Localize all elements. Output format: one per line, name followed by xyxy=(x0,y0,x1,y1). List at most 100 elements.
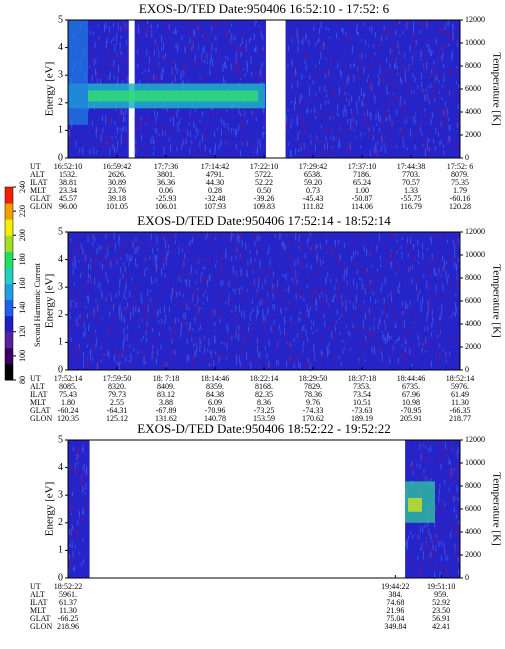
spectrum-speck xyxy=(122,69,124,74)
spectrum-speck xyxy=(386,116,388,121)
spectrum-speck xyxy=(428,447,430,453)
spectrum-speck xyxy=(457,473,459,481)
orbit-value: 75.35 xyxy=(451,178,469,187)
spectrum-speck xyxy=(386,109,388,115)
spectrum-speck xyxy=(213,254,215,259)
spectrum-speck xyxy=(322,110,324,118)
spectrum-speck xyxy=(342,109,344,118)
spectrum-speck xyxy=(84,248,86,254)
spectrum-speck xyxy=(361,99,363,107)
spectrum-speck xyxy=(268,301,270,308)
spectrum-speck xyxy=(309,134,311,138)
orbit-value: 70.57 xyxy=(402,178,420,187)
spectrum-speck xyxy=(75,141,77,148)
y2-tick-label: 8000 xyxy=(465,61,481,70)
spectrum-speck xyxy=(336,26,338,29)
spectrum-speck xyxy=(456,281,458,290)
spectrum-speck xyxy=(199,147,201,155)
spectrum-speck xyxy=(257,68,259,71)
spectrum-speck xyxy=(92,147,94,155)
spectrum-speck xyxy=(106,295,108,298)
spectrum-speck xyxy=(367,105,369,110)
spectrum-speck xyxy=(348,74,350,80)
spectrum-speck xyxy=(409,531,411,535)
y2-tick-label: 0 xyxy=(465,573,469,582)
spectrum-speck xyxy=(234,349,236,357)
spectrum-speck xyxy=(363,94,365,99)
orbit-value: 45.57 xyxy=(59,194,77,203)
spectrum-speck xyxy=(452,35,454,41)
spectrum-speck xyxy=(291,277,293,282)
spectrum-speck xyxy=(154,350,156,356)
spectrum-speck xyxy=(183,139,185,146)
spectrum-speck xyxy=(415,284,417,292)
spectrum-speck xyxy=(434,76,436,83)
spectrum-speck xyxy=(95,330,97,337)
spectrum-speck xyxy=(385,115,387,119)
spectrum-speck xyxy=(404,100,406,105)
spectrum-speck xyxy=(458,545,460,551)
spectrum-speck xyxy=(245,40,247,49)
y-tick-label: 4 xyxy=(58,462,63,473)
orbit-row-label: GLON xyxy=(30,202,52,211)
spectrum-speck xyxy=(321,147,323,154)
spectrum-speck xyxy=(321,351,323,355)
spectrum-speck xyxy=(214,66,216,73)
spectrum-speck xyxy=(389,52,391,56)
spectrum-speck xyxy=(123,327,125,335)
spectrum-speck xyxy=(297,257,299,265)
spectrum-speck xyxy=(303,149,305,155)
spectrum-speck xyxy=(200,62,202,65)
orbit-value: 1.79 xyxy=(453,186,467,195)
spectrum-speck xyxy=(438,495,440,503)
spectrum-speck xyxy=(393,93,395,96)
spectrum-speck xyxy=(451,494,453,502)
spectrum-speck xyxy=(119,278,121,285)
spectrum-speck xyxy=(369,149,371,157)
spectrum-speck xyxy=(357,249,359,255)
spectrum-speck xyxy=(301,232,303,236)
spectrum-speck xyxy=(436,477,438,480)
spectrum-speck xyxy=(184,279,186,284)
spectrum-speck xyxy=(330,71,332,76)
spectrum-speck xyxy=(398,289,400,294)
orbit-value: 8168. xyxy=(255,382,273,391)
spectrum-speck xyxy=(253,150,255,153)
spectrum-speck xyxy=(209,71,211,76)
spectrum-speck xyxy=(123,22,125,31)
spectrum-speck xyxy=(94,234,96,240)
spectrum-speck xyxy=(122,314,124,318)
spectrum-speck xyxy=(304,125,306,129)
spectrum-speck xyxy=(143,329,145,334)
spectrum-speck xyxy=(397,357,399,364)
spectrum-speck xyxy=(82,133,84,141)
spectrum-speck xyxy=(331,299,333,303)
spectrum-speck xyxy=(425,350,427,353)
spectrum-speck xyxy=(327,247,329,254)
spectrum-speck xyxy=(356,309,358,314)
spectrum-speck xyxy=(426,57,428,65)
spectrum-speck xyxy=(94,237,96,242)
spectrum-speck xyxy=(441,46,443,54)
spectrum-speck xyxy=(254,258,256,262)
spectrum-speck xyxy=(104,344,106,351)
spectrum-speck xyxy=(428,131,430,137)
spectrum-speck xyxy=(257,138,259,146)
spectrum-speck xyxy=(76,317,78,323)
spectrum-band xyxy=(408,497,422,512)
y2-tick-label: 10000 xyxy=(465,38,485,47)
spectrum-speck xyxy=(336,309,338,315)
spectrum-speck xyxy=(285,61,287,67)
spectrum-speck xyxy=(458,84,460,89)
spectrum-speck xyxy=(130,258,132,262)
spectrum-speck xyxy=(287,341,289,346)
spectrum-speck xyxy=(300,93,302,102)
spectrum-speck xyxy=(293,337,295,343)
spectrum-speck xyxy=(447,108,449,116)
spectrum-speck xyxy=(274,281,276,288)
spectrum-speck xyxy=(262,46,264,51)
spectrum-speck xyxy=(254,283,256,289)
spectrum-speck xyxy=(364,112,366,116)
spectrum-speck xyxy=(395,61,397,69)
spectrum-speck xyxy=(194,107,196,112)
